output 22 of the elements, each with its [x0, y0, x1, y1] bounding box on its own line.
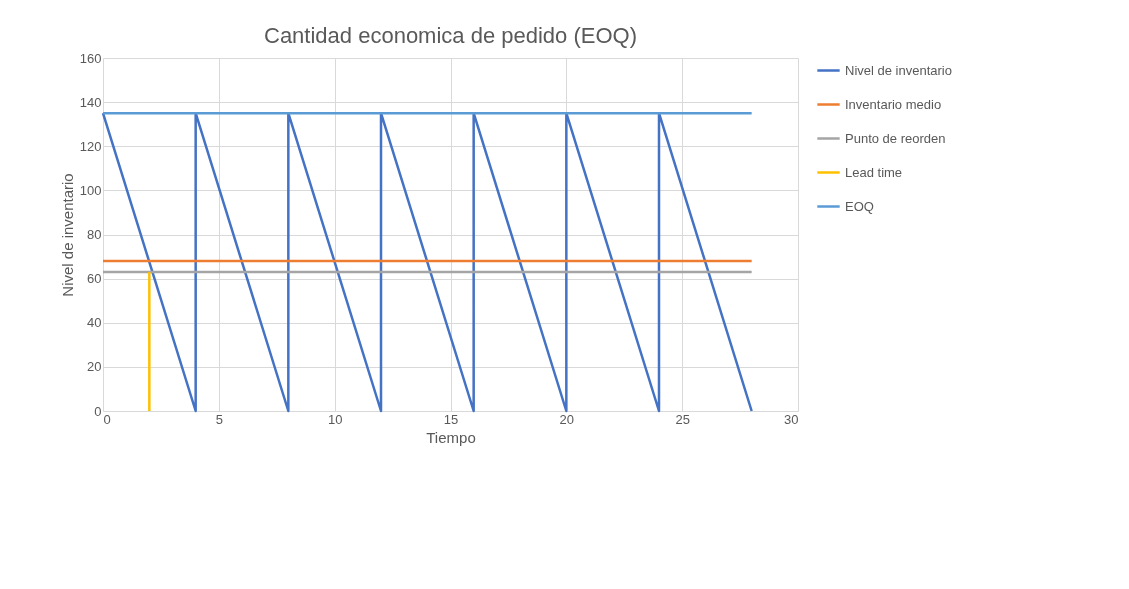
x-tick-label: 25: [675, 411, 690, 427]
y-tick-label: 120: [79, 138, 102, 154]
y-tick-label: 60: [87, 271, 102, 287]
legend-label: Inventario medio: [845, 96, 942, 112]
x-tick-label: 30: [784, 411, 799, 427]
x-tick-label: 15: [443, 411, 459, 427]
legend-label: EOQ: [845, 198, 874, 214]
y-tick-label: 20: [87, 359, 102, 375]
y-tick-label: 140: [79, 94, 102, 110]
y-tick-label: 160: [79, 50, 102, 66]
legend-label: Nivel de inventario: [845, 62, 952, 78]
x-tick-label: 10: [327, 411, 343, 427]
y-tick-label: 40: [87, 315, 102, 331]
y-tick-label: 80: [87, 227, 102, 242]
x-tick-label: 5: [215, 411, 223, 427]
chart-title: Cantidad economica de pedido (EOQ): [264, 23, 637, 48]
x-axis-title: Tiempo: [426, 428, 476, 446]
y-tick-label: 100: [79, 182, 102, 198]
legend-label: Punto de reorden: [845, 130, 946, 146]
legend-label: Lead time: [845, 164, 903, 180]
y-axis-title: Nivel de inventario: [58, 173, 76, 297]
x-tick-label: 20: [559, 411, 575, 427]
